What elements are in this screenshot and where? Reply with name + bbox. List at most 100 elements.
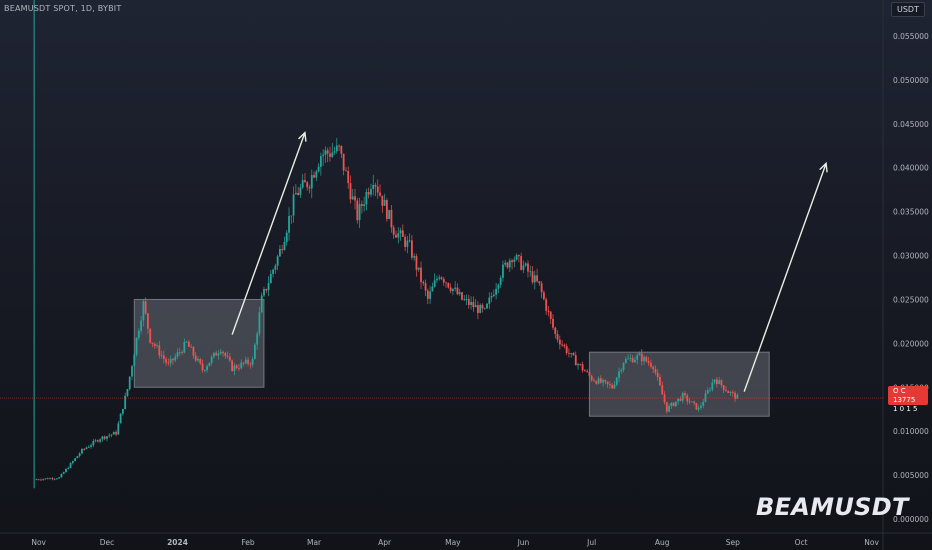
- candle-body: [322, 154, 325, 157]
- candle-body: [470, 302, 472, 305]
- candle-body: [76, 456, 79, 459]
- candle-body: [112, 432, 115, 435]
- candle-body: [106, 436, 108, 439]
- candle-body: [304, 180, 306, 183]
- x-tick-label: Mar: [307, 538, 322, 547]
- candle-body: [217, 353, 220, 356]
- candle-body: [342, 153, 345, 171]
- candle-body: [313, 175, 315, 178]
- candle-body: [684, 393, 686, 396]
- candle-body: [215, 352, 218, 356]
- candle-body: [401, 230, 404, 237]
- candle-body: [424, 283, 427, 291]
- price-tag-line1: O C 13775: [893, 387, 916, 404]
- candle-body: [274, 265, 277, 270]
- candle-body: [663, 394, 666, 403]
- candle-body: [420, 267, 422, 282]
- candle-body: [688, 401, 691, 403]
- candle-body: [44, 478, 47, 480]
- candle-body: [92, 441, 95, 446]
- candle-body: [456, 287, 459, 295]
- candle-body: [78, 453, 81, 457]
- candle-body: [602, 380, 604, 383]
- candle-body: [383, 200, 386, 206]
- candle-body: [276, 256, 279, 266]
- candle-body: [258, 312, 261, 334]
- candle-body: [713, 379, 716, 383]
- x-tick-label: Jul: [586, 538, 596, 547]
- candle-body: [133, 354, 136, 367]
- candle-body: [279, 248, 281, 257]
- candle-body: [208, 362, 211, 367]
- currency-badge[interactable]: USDT: [891, 2, 925, 17]
- candle-body: [87, 446, 90, 448]
- candle-body: [417, 267, 420, 270]
- candle-body: [679, 398, 682, 401]
- candle-body: [90, 445, 92, 447]
- candle-body: [299, 187, 302, 195]
- candle-body: [590, 375, 593, 381]
- candle-body: [235, 365, 238, 369]
- y-tick-label: 0.025000: [893, 295, 929, 304]
- candle-body: [436, 278, 438, 281]
- candle-body: [58, 477, 61, 479]
- candle-body: [55, 478, 58, 480]
- candle-body: [415, 256, 418, 270]
- candle-body: [238, 368, 240, 369]
- candle-body: [81, 448, 83, 454]
- symbol-title[interactable]: BEAMUSDT SPOT, 1D, BYBIT: [4, 4, 122, 13]
- y-tick-label: 0.050000: [893, 76, 929, 85]
- candle-body: [110, 434, 113, 436]
- y-tick-label: 0.005000: [893, 471, 929, 480]
- candle-body: [340, 145, 343, 154]
- y-tick-label: 0.030000: [893, 252, 929, 261]
- candle-body: [69, 463, 72, 468]
- candle-body: [199, 358, 202, 364]
- candle-body: [697, 407, 700, 410]
- candle-body: [335, 145, 338, 152]
- candle-body: [477, 305, 479, 313]
- candle-body: [338, 145, 340, 147]
- candle-body: [374, 185, 377, 187]
- candle-body: [297, 192, 300, 195]
- candle-body: [595, 381, 598, 384]
- candle-body: [103, 436, 106, 439]
- candle-body: [561, 344, 564, 346]
- candle-body: [649, 362, 652, 367]
- candle-body: [67, 467, 70, 469]
- candle-body: [579, 364, 582, 365]
- x-tick-label: Sep: [726, 538, 740, 547]
- candle-body: [490, 296, 493, 298]
- candle-body: [563, 344, 566, 347]
- candle-body: [392, 227, 395, 235]
- candle-body: [604, 380, 607, 382]
- x-tick-label: Apr: [378, 538, 392, 547]
- candle-body: [640, 353, 643, 362]
- candle-body: [40, 479, 42, 481]
- candle-body: [397, 233, 400, 238]
- candle-body: [83, 448, 86, 450]
- candle-body: [486, 303, 488, 309]
- candle-body: [511, 260, 513, 263]
- candle-body: [711, 382, 714, 390]
- candle-body: [351, 196, 354, 200]
- candle-body: [178, 352, 181, 353]
- candle-body: [540, 283, 543, 293]
- candle-body: [631, 358, 634, 363]
- candle-body: [447, 282, 450, 288]
- candle-body: [119, 413, 122, 424]
- candle-body: [718, 380, 721, 385]
- candle-body: [358, 204, 361, 221]
- candle-body: [706, 390, 709, 394]
- candle-body: [329, 153, 331, 157]
- candle-body: [74, 458, 77, 462]
- candle-body: [565, 346, 568, 354]
- candle-body: [185, 341, 188, 343]
- candle-body: [137, 331, 140, 338]
- candle-body: [629, 358, 632, 359]
- candle-body: [670, 402, 673, 406]
- candle-body: [228, 356, 231, 361]
- candle-body: [463, 299, 466, 301]
- candle-body: [593, 380, 595, 382]
